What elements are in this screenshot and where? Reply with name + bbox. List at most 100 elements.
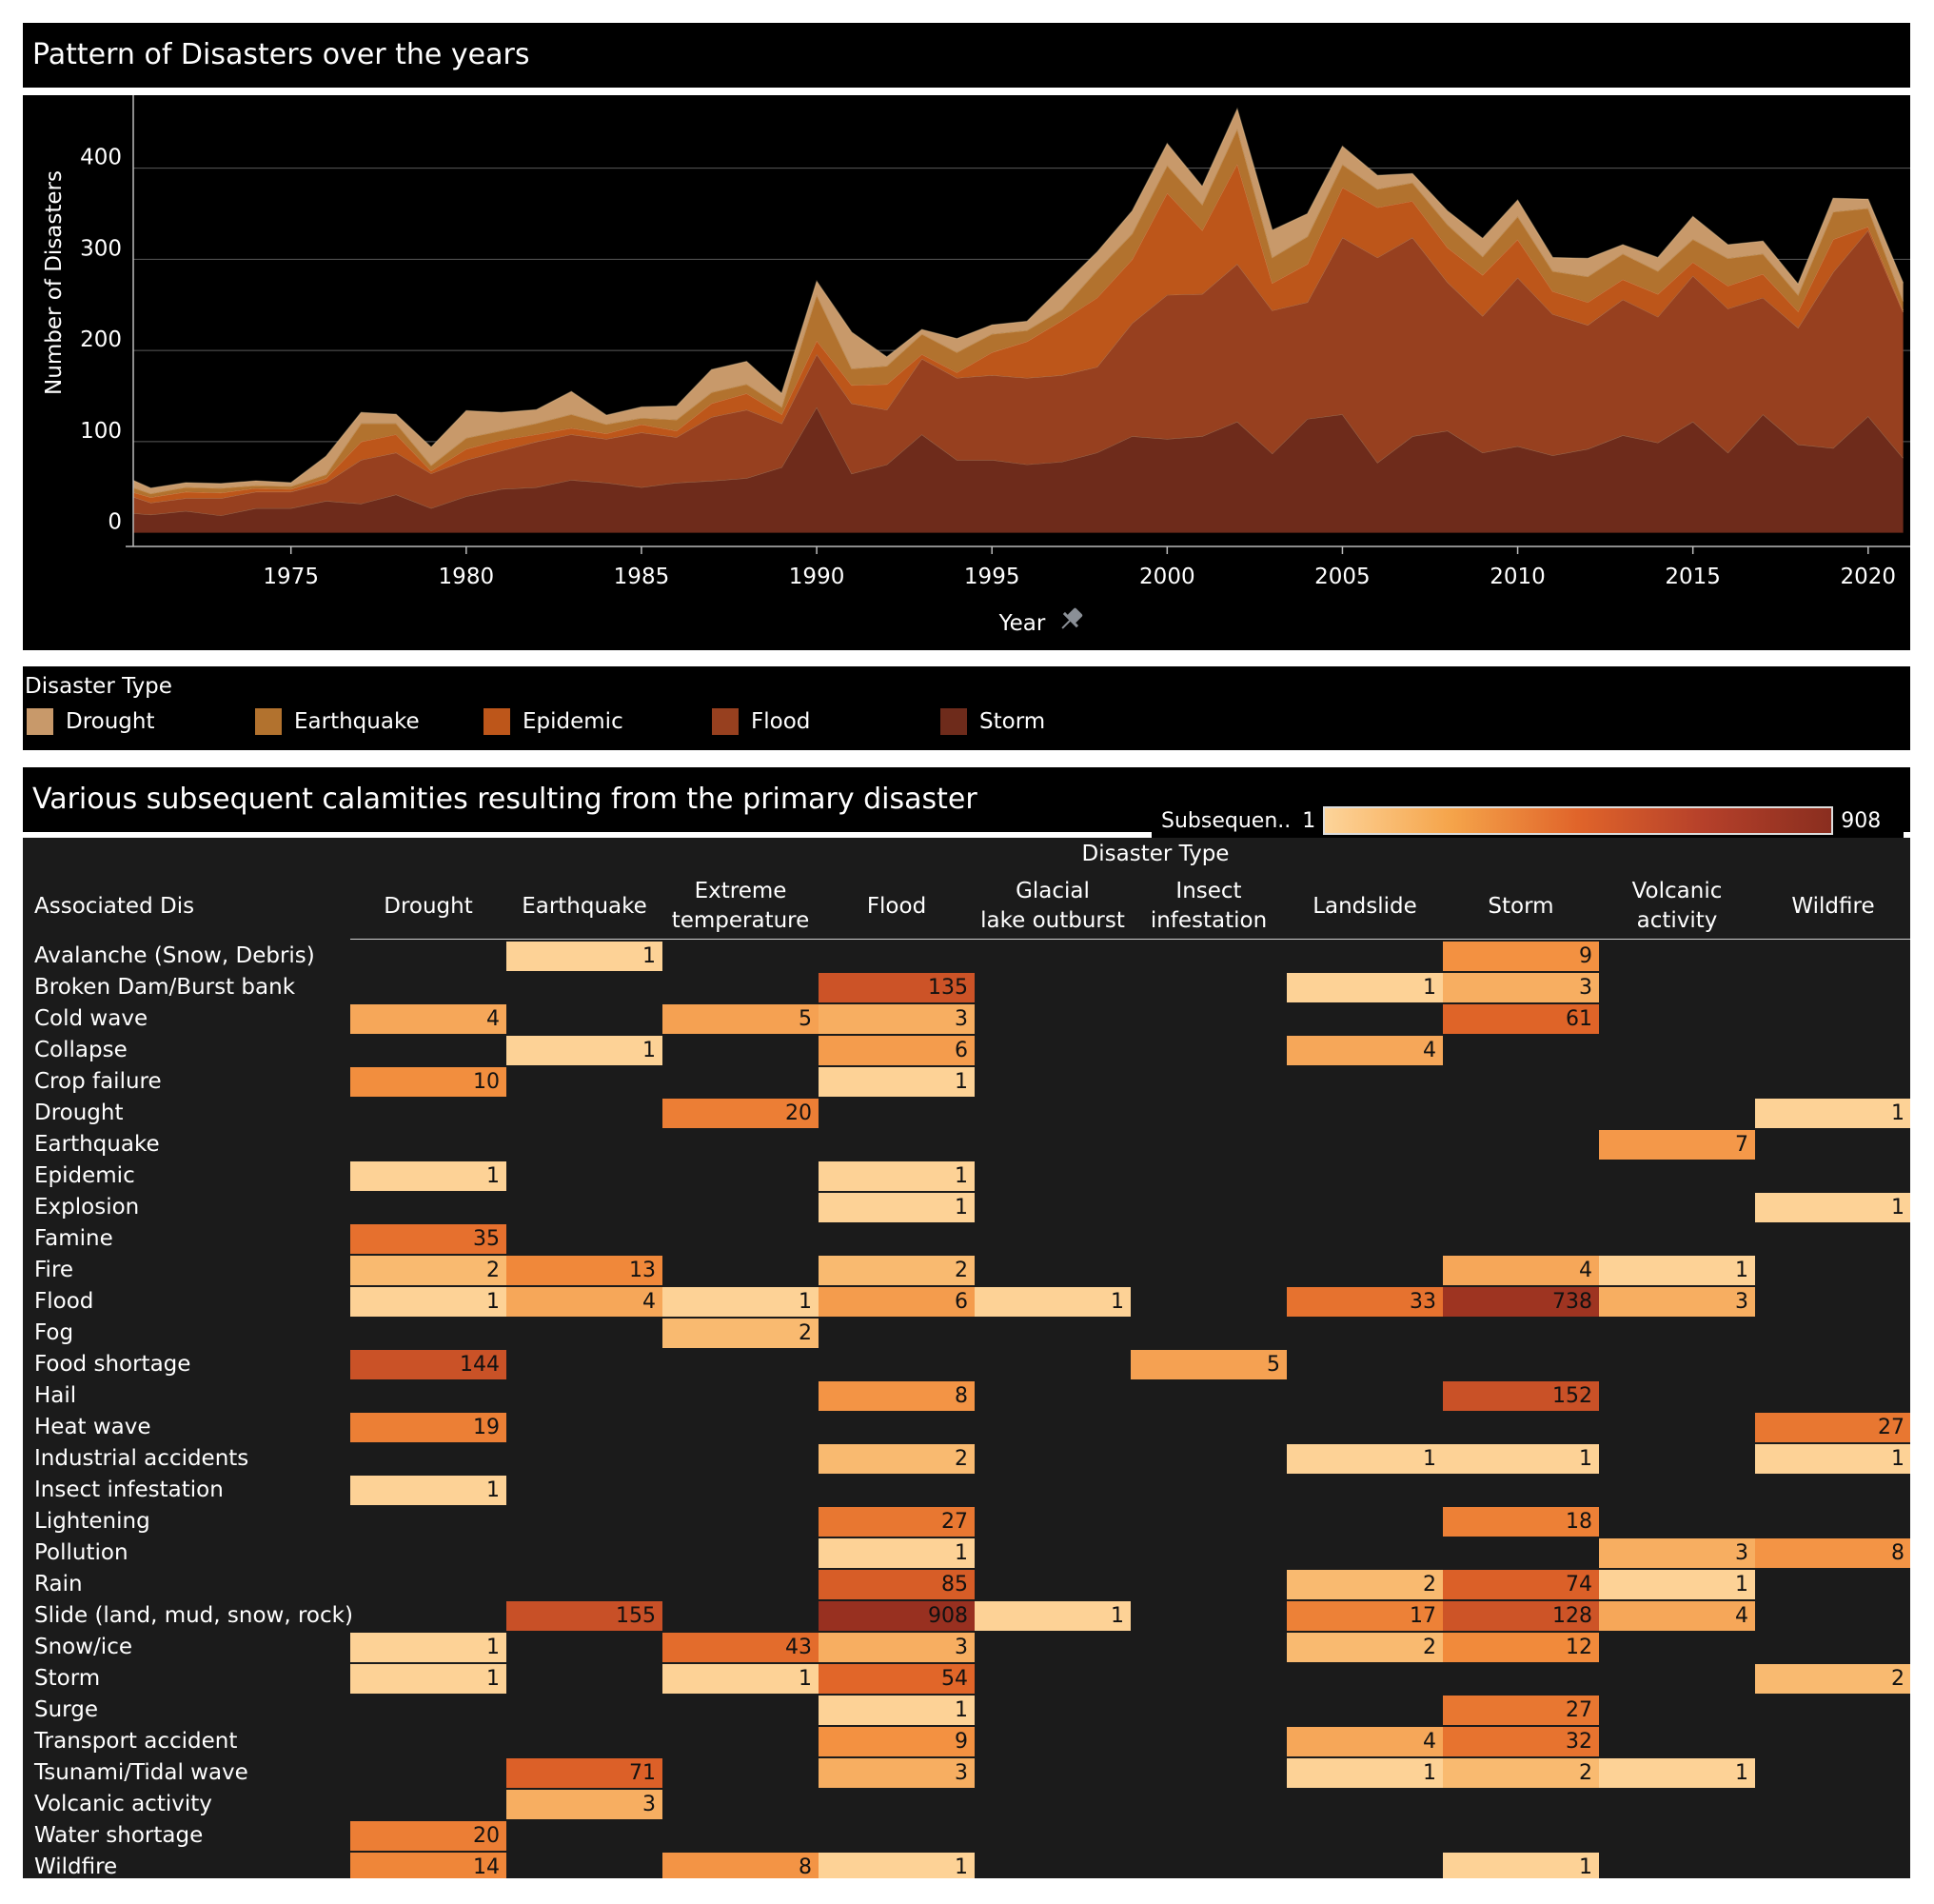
pin-icon[interactable] (1056, 605, 1086, 635)
heatmap-cell[interactable]: 32 (1443, 1727, 1599, 1756)
heatmap-cell[interactable]: 1 (1443, 1853, 1599, 1878)
heatmap-cell[interactable]: 4 (506, 1287, 662, 1317)
heatmap-cell[interactable]: 144 (350, 1350, 506, 1379)
heatmap-cell[interactable]: 27 (819, 1507, 975, 1537)
heatmap-cell[interactable]: 2 (662, 1319, 819, 1348)
heatmap-cell[interactable]: 4 (1443, 1256, 1599, 1285)
heatmap-cell[interactable]: 12 (1443, 1633, 1599, 1662)
heatmap-cell[interactable]: 1 (350, 1287, 506, 1317)
area-series-drought[interactable] (116, 109, 1904, 494)
heatmap-cell[interactable]: 8 (819, 1381, 975, 1411)
heatmap-cell[interactable]: 2 (819, 1256, 975, 1285)
heatmap-cell[interactable]: 1 (1599, 1758, 1755, 1788)
heatmap-cell[interactable]: 3 (819, 1633, 975, 1662)
legend-item-storm[interactable]: Storm (940, 707, 1045, 736)
heatmap-cell[interactable]: 27 (1755, 1413, 1910, 1442)
column-header[interactable]: Extreme temperature (671, 879, 810, 933)
heatmap-cell[interactable]: 13 (506, 1256, 662, 1285)
heatmap-cell[interactable]: 4 (1599, 1601, 1755, 1631)
heatmap-cell[interactable]: 1 (975, 1287, 1131, 1317)
heatmap-cell[interactable]: 4 (1287, 1036, 1443, 1065)
area-series-storm[interactable] (116, 407, 1904, 533)
heatmap-cell[interactable]: 1 (350, 1476, 506, 1505)
heatmap-cell[interactable]: 2 (819, 1444, 975, 1474)
heatmap-cell[interactable]: 1 (1755, 1444, 1910, 1474)
heatmap-cell[interactable]: 1 (819, 1193, 975, 1222)
heatmap-cell[interactable]: 2 (350, 1256, 506, 1285)
heatmap-cell[interactable]: 2 (1287, 1570, 1443, 1599)
heatmap-cell[interactable]: 1 (1599, 1570, 1755, 1599)
heatmap-cell[interactable]: 908 (819, 1601, 975, 1631)
heatmap-cell[interactable]: 1 (1443, 1444, 1599, 1474)
heatmap-cell[interactable]: 1 (662, 1664, 819, 1694)
heatmap-cell[interactable]: 1 (350, 1664, 506, 1694)
heatmap-cell[interactable]: 61 (1443, 1004, 1599, 1034)
heatmap-cell[interactable]: 4 (350, 1004, 506, 1034)
heatmap-cell[interactable]: 20 (662, 1099, 819, 1128)
heatmap-cell[interactable]: 1 (1599, 1256, 1755, 1285)
heatmap-cell[interactable]: 3 (506, 1790, 662, 1819)
heatmap-cell[interactable]: 738 (1443, 1287, 1599, 1317)
heatmap-cell[interactable]: 20 (350, 1821, 506, 1851)
heatmap-cell[interactable]: 1 (350, 1161, 506, 1191)
heatmap-cell[interactable]: 2 (1287, 1633, 1443, 1662)
heatmap-cell[interactable]: 9 (819, 1727, 975, 1756)
heatmap-cell[interactable]: 1 (1287, 1758, 1443, 1788)
heatmap-cell[interactable]: 1 (1287, 1444, 1443, 1474)
legend-item-epidemic[interactable]: Epidemic (484, 707, 623, 736)
heatmap-cell[interactable]: 1 (1755, 1099, 1910, 1128)
heatmap-cell[interactable]: 1 (506, 942, 662, 971)
heatmap-cell[interactable]: 27 (1443, 1696, 1599, 1725)
legend-item-drought[interactable]: Drought (27, 707, 155, 736)
heatmap-cell[interactable]: 9 (1443, 942, 1599, 971)
heatmap-cell[interactable]: 2 (1443, 1758, 1599, 1788)
column-header[interactable]: Earthquake (522, 894, 647, 919)
heatmap-cell[interactable]: 18 (1443, 1507, 1599, 1537)
heatmap-cell[interactable]: 3 (819, 1004, 975, 1034)
heatmap-cell[interactable]: 17 (1287, 1601, 1443, 1631)
column-header[interactable]: Storm (1488, 894, 1554, 919)
heatmap-cell[interactable]: 5 (1131, 1350, 1287, 1379)
heatmap-cell[interactable]: 1 (819, 1853, 975, 1878)
heatmap-cell[interactable]: 7 (1599, 1130, 1755, 1160)
heatmap-cell[interactable]: 6 (819, 1036, 975, 1065)
heatmap-cell[interactable]: 135 (819, 973, 975, 1002)
heatmap-cell[interactable]: 14 (350, 1853, 506, 1878)
heatmap-cell[interactable]: 5 (662, 1004, 819, 1034)
heatmap-cell[interactable]: 54 (819, 1664, 975, 1694)
heatmap-cell[interactable]: 3 (1599, 1538, 1755, 1568)
column-header[interactable]: Volcanic activity (1631, 879, 1723, 933)
heatmap-cell[interactable]: 19 (350, 1413, 506, 1442)
heatmap-cell[interactable]: 1 (1287, 973, 1443, 1002)
heatmap-cell[interactable]: 1 (506, 1036, 662, 1065)
heatmap-cell[interactable]: 1 (819, 1067, 975, 1097)
heatmap-cell[interactable]: 1 (350, 1633, 506, 1662)
heatmap-cell[interactable]: 3 (1443, 973, 1599, 1002)
heatmap-cell[interactable]: 128 (1443, 1601, 1599, 1631)
heatmap-cell[interactable]: 4 (1287, 1727, 1443, 1756)
heatmap-cell[interactable]: 152 (1443, 1381, 1599, 1411)
heatmap-cell[interactable]: 1 (975, 1601, 1131, 1631)
legend-item-earthquake[interactable]: Earthquake (255, 707, 420, 736)
heatmap-cell[interactable]: 74 (1443, 1570, 1599, 1599)
column-header[interactable]: Wildfire (1791, 894, 1875, 919)
column-header[interactable]: Flood (866, 894, 927, 919)
column-header[interactable]: Glacial lake outburst (980, 879, 1125, 933)
heatmap-cell[interactable]: 6 (819, 1287, 975, 1317)
heatmap-cell[interactable]: 1 (819, 1538, 975, 1568)
area-series-flood[interactable] (116, 229, 1904, 516)
heatmap-cell[interactable]: 33 (1287, 1287, 1443, 1317)
heatmap-cell[interactable]: 1 (1755, 1193, 1910, 1222)
heatmap-cell[interactable]: 3 (819, 1758, 975, 1788)
heatmap-cell[interactable]: 8 (662, 1853, 819, 1878)
heatmap-cell[interactable]: 71 (506, 1758, 662, 1788)
heatmap-cell[interactable]: 1 (819, 1696, 975, 1725)
heatmap-cell[interactable]: 2 (1755, 1664, 1910, 1694)
heatmap-cell[interactable]: 155 (506, 1601, 662, 1631)
heatmap-cell[interactable]: 10 (350, 1067, 506, 1097)
heatmap-cell[interactable]: 1 (662, 1287, 819, 1317)
heatmap-cell[interactable]: 1 (819, 1161, 975, 1191)
heatmap-cell[interactable]: 8 (1755, 1538, 1910, 1568)
column-header[interactable]: Drought (384, 894, 473, 919)
column-header[interactable]: Insect infestation (1150, 879, 1268, 933)
